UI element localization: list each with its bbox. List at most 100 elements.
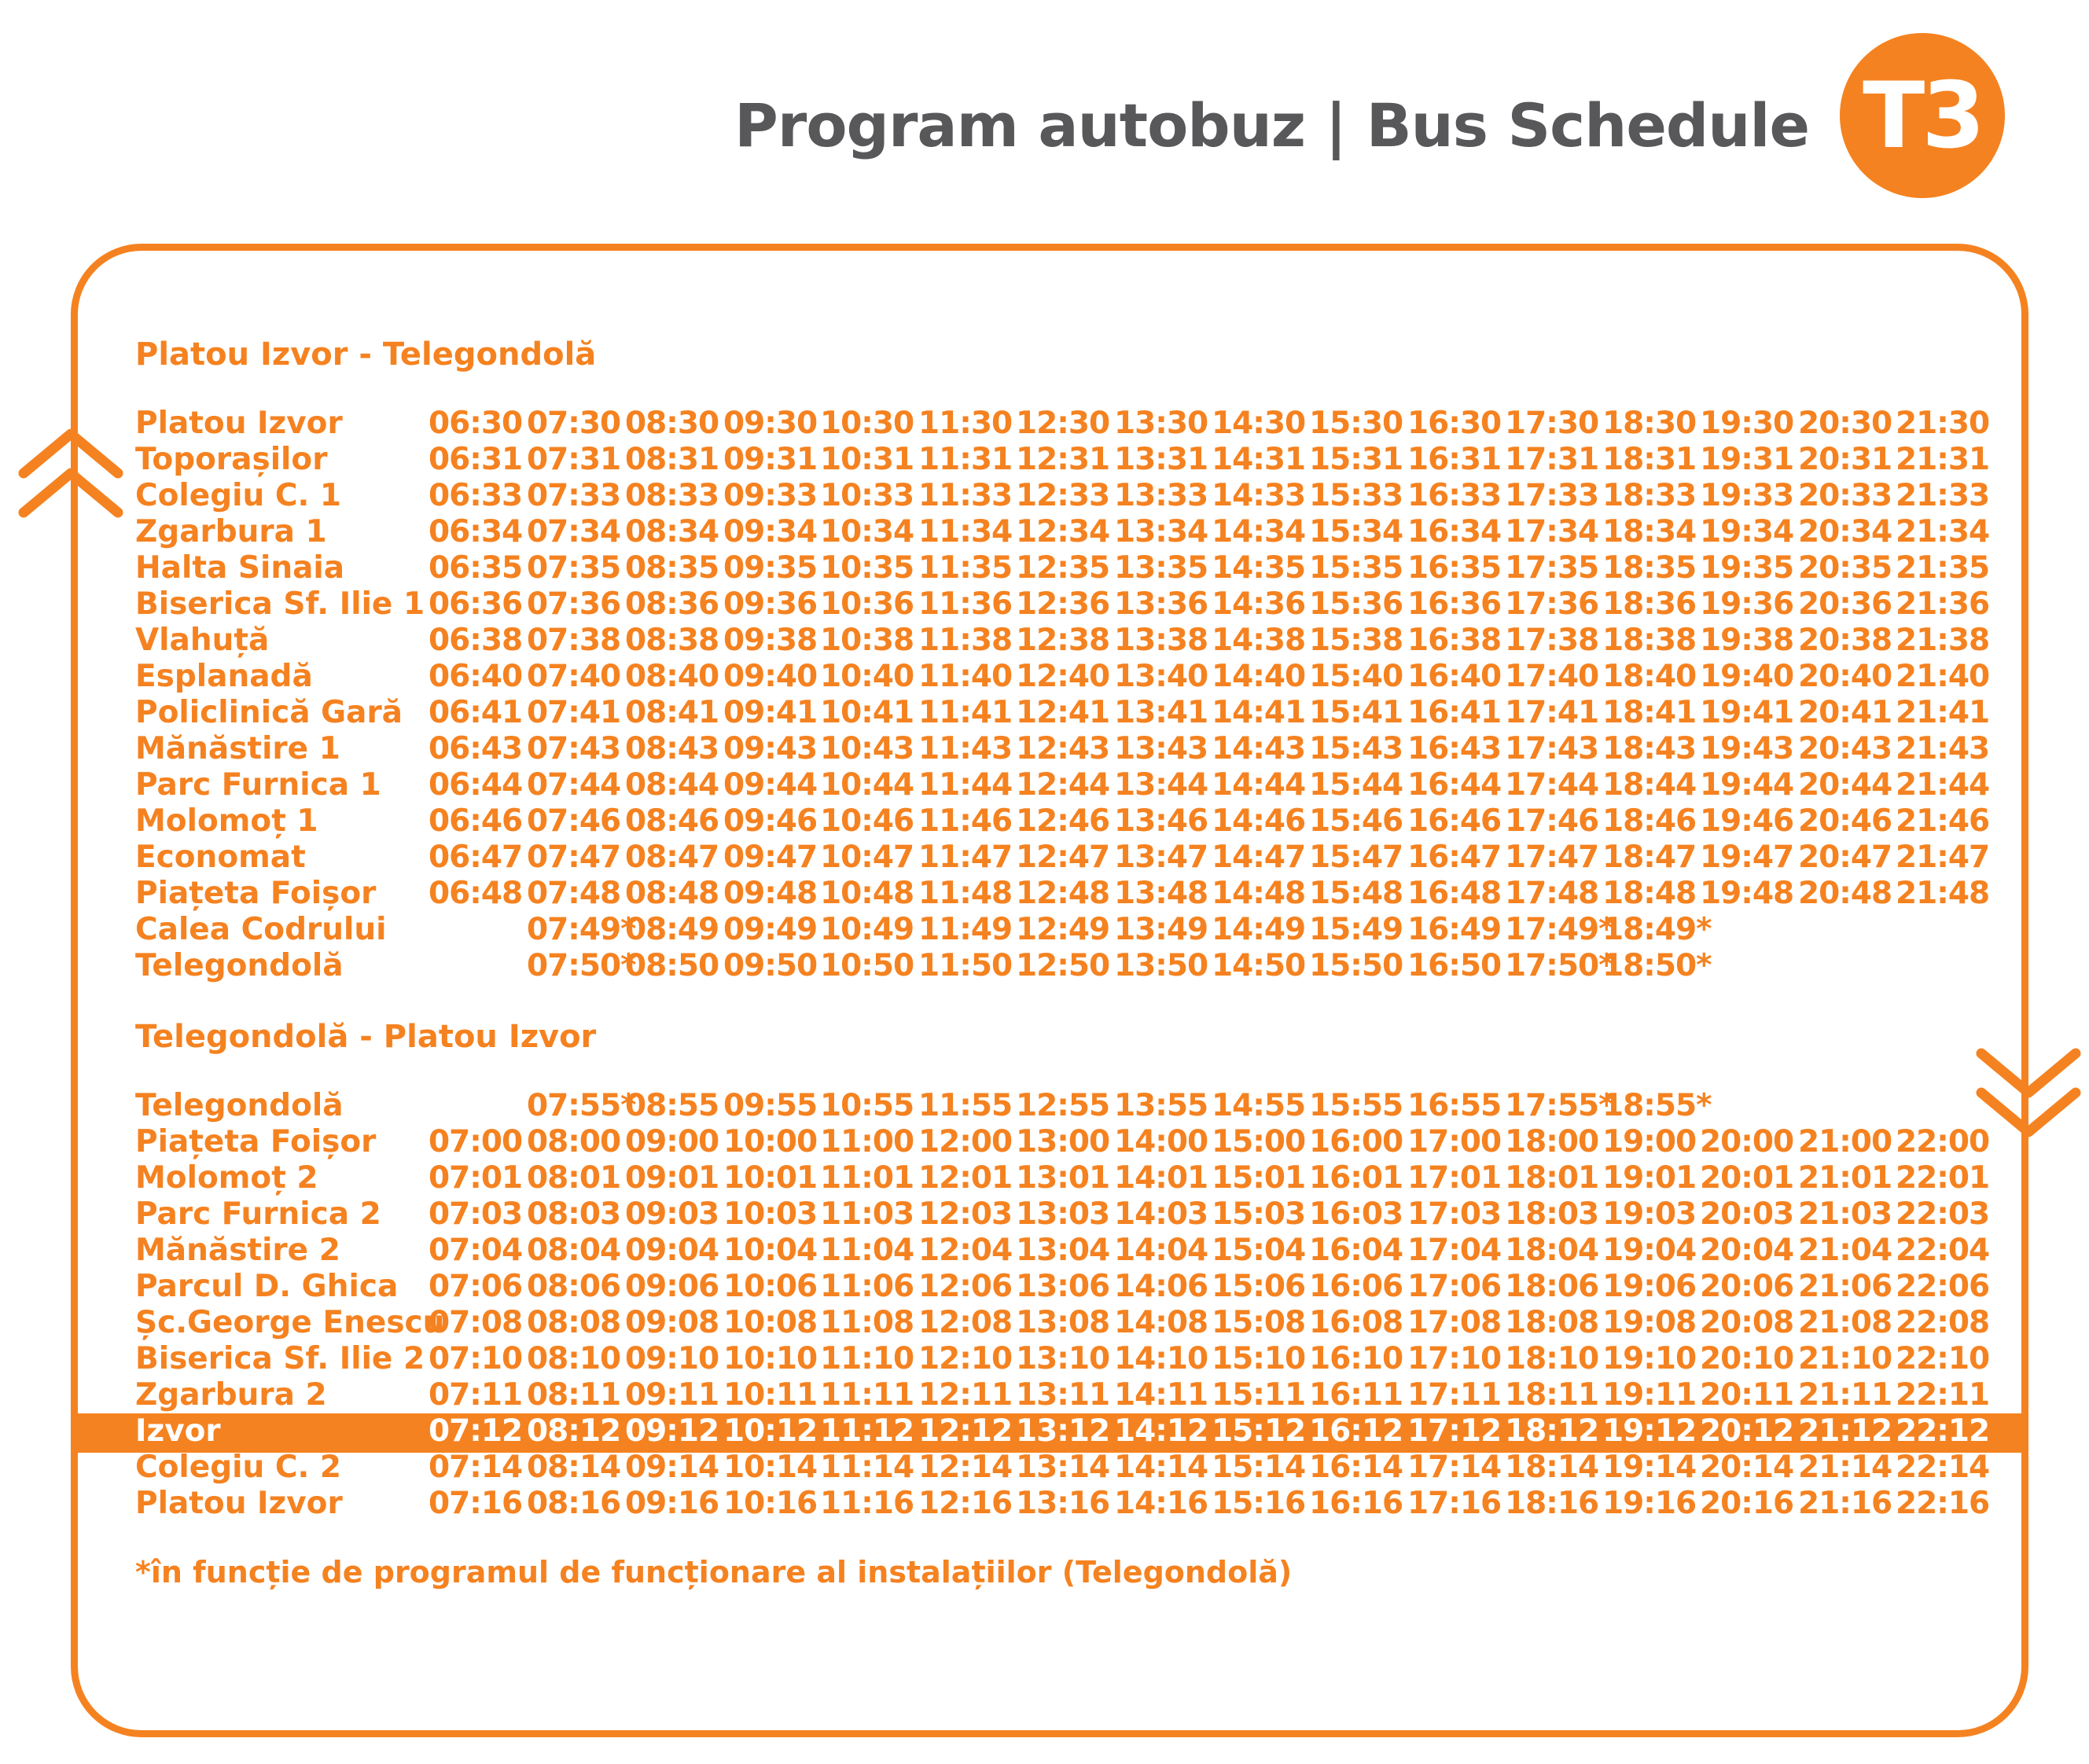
- departure-time: 11:48: [918, 876, 1013, 911]
- departure-time: 10:08: [723, 1305, 818, 1340]
- departure-time: 09:48: [723, 876, 818, 911]
- departure-time: 18:11: [1505, 1377, 1599, 1413]
- departure-time: 15:12: [1212, 1413, 1306, 1449]
- departure-time: 18:12: [1505, 1413, 1599, 1449]
- departure-time: 15:50: [1309, 948, 1403, 983]
- departure-time: 15:48: [1309, 876, 1403, 911]
- departure-time: 08:43: [625, 731, 719, 766]
- departure-time: 07:14: [428, 1450, 523, 1485]
- table-row: Zgarbura 1 06:34 07:34 08:34 09:34 10:34 11:34…: [0, 514, 2089, 550]
- departure-time: 13:08: [1016, 1305, 1110, 1340]
- table-row: Telegondolă 07:50* 08:50 09:50 10:50 11:50 12:…: [0, 948, 2089, 984]
- departure-time: 19:38: [1700, 623, 1794, 658]
- departure-time: 10:36: [820, 586, 914, 622]
- departure-time: 09:33: [723, 478, 818, 513]
- table-row: Colegiu C. 1 06:33 07:33 08:33 09:33 10:33 11:…: [0, 478, 2089, 514]
- departure-time: 14:38: [1212, 623, 1306, 658]
- departure-time: 10:40: [820, 659, 914, 694]
- table-row: Halta Sinaia 06:35 07:35 08:35 09:35 10:35 11:…: [0, 550, 2089, 586]
- departure-time: 22:14: [1896, 1450, 1990, 1485]
- departure-time: 09:40: [723, 659, 818, 694]
- table-row: Platou Izvor 06:30 07:30 08:30 09:30 10:30 11:…: [0, 406, 2089, 442]
- departure-time: 11:55: [918, 1088, 1013, 1123]
- departure-time: 22:06: [1896, 1269, 1990, 1304]
- departure-time: 09:10: [625, 1341, 719, 1376]
- departure-time: 20:48: [1798, 876, 1892, 911]
- departure-time: 07:40: [527, 659, 621, 694]
- departure-time: 11:50: [918, 948, 1013, 983]
- departure-time: 18:00: [1505, 1124, 1599, 1159]
- stop-name: Platou Izvor: [135, 406, 343, 441]
- departure-time: 13:34: [1114, 514, 1208, 549]
- departure-time: 11:38: [918, 623, 1013, 658]
- departure-time: 15:00: [1212, 1124, 1306, 1159]
- table-row: Biserica Sf. Ilie 1 06:36 07:36 08:36 09:36 1…: [0, 586, 2089, 623]
- departure-time: 07:06: [428, 1269, 523, 1304]
- departure-time: 09:30: [723, 406, 818, 441]
- departure-time: 14:00: [1114, 1124, 1208, 1159]
- departure-time: 19:34: [1700, 514, 1794, 549]
- departure-time: 11:35: [918, 550, 1013, 586]
- departure-time: 11:01: [820, 1160, 914, 1196]
- departure-time: 12:44: [1016, 767, 1110, 803]
- departure-time: 12:33: [1016, 478, 1110, 513]
- departure-time: 16:50: [1407, 948, 1502, 983]
- departure-time: 11:03: [820, 1196, 914, 1232]
- departure-time: 15:11: [1212, 1377, 1306, 1413]
- schedule-frame: [71, 244, 2028, 1737]
- departure-time: 18:47: [1602, 840, 1697, 875]
- departure-time: 20:35: [1798, 550, 1892, 586]
- departure-time: 11:04: [820, 1233, 914, 1268]
- departure-time: 06:43: [428, 731, 523, 766]
- departure-time: 10:34: [820, 514, 914, 549]
- departure-time: 13:41: [1114, 695, 1208, 730]
- departure-time: 17:14: [1407, 1450, 1502, 1485]
- departure-time: 21:16: [1798, 1486, 1892, 1521]
- departure-time: 07:46: [527, 803, 621, 839]
- departure-time: 19:33: [1700, 478, 1794, 513]
- departure-time: 20:14: [1700, 1450, 1794, 1485]
- departure-time: 19:06: [1602, 1269, 1697, 1304]
- departure-time: 09:41: [723, 695, 818, 730]
- stop-name: Piațeta Foișor: [135, 876, 377, 911]
- departure-time: 14:08: [1114, 1305, 1208, 1340]
- departure-time: 15:47: [1309, 840, 1403, 875]
- departure-time: 12:55: [1016, 1088, 1110, 1123]
- departure-time: 22:16: [1896, 1486, 1990, 1521]
- stop-name: Parc Furnica 1: [135, 767, 381, 803]
- departure-time: 10:10: [723, 1341, 818, 1376]
- departure-time: 17:38: [1505, 623, 1599, 658]
- double-chevron-up-icon: [18, 428, 123, 518]
- departure-time: 08:03: [527, 1196, 621, 1232]
- departure-time: 19:48: [1700, 876, 1794, 911]
- departure-time: 10:49: [820, 912, 914, 947]
- departure-time: 15:30: [1309, 406, 1403, 441]
- departure-time: 12:46: [1016, 803, 1110, 839]
- stop-name: Zgarbura 2: [135, 1377, 327, 1413]
- departure-time: 17:47: [1505, 840, 1599, 875]
- departure-time: 13:40: [1114, 659, 1208, 694]
- departure-time: 09:16: [625, 1486, 719, 1521]
- stop-name: Colegiu C. 1: [135, 478, 342, 513]
- departure-time: 18:50*: [1602, 948, 1712, 983]
- section-title: Telegondolă - Platou Izvor: [135, 1019, 597, 1055]
- departure-time: 16:08: [1309, 1305, 1403, 1340]
- departure-time: 18:01: [1505, 1160, 1599, 1196]
- departure-time: 06:40: [428, 659, 523, 694]
- departure-time: 15:46: [1309, 803, 1403, 839]
- table-row: Calea Codrului 07:49* 08:49 09:49 10:49 11:49…: [0, 912, 2089, 948]
- departure-time: 14:01: [1114, 1160, 1208, 1196]
- departure-time: 13:50: [1114, 948, 1208, 983]
- stop-name: Șc.George Enescu: [135, 1305, 445, 1340]
- departure-time: 16:31: [1407, 442, 1502, 477]
- departure-time: 18:41: [1602, 695, 1697, 730]
- departure-time: 07:48: [527, 876, 621, 911]
- departure-time: 17:10: [1407, 1341, 1502, 1376]
- departure-time: 10:33: [820, 478, 914, 513]
- departure-time: 21:35: [1896, 550, 1990, 586]
- departure-time: 07:11: [428, 1377, 523, 1413]
- departure-time: 08:46: [625, 803, 719, 839]
- departure-time: 10:35: [820, 550, 914, 586]
- departure-time: 16:30: [1407, 406, 1502, 441]
- departure-time: 21:04: [1798, 1233, 1892, 1268]
